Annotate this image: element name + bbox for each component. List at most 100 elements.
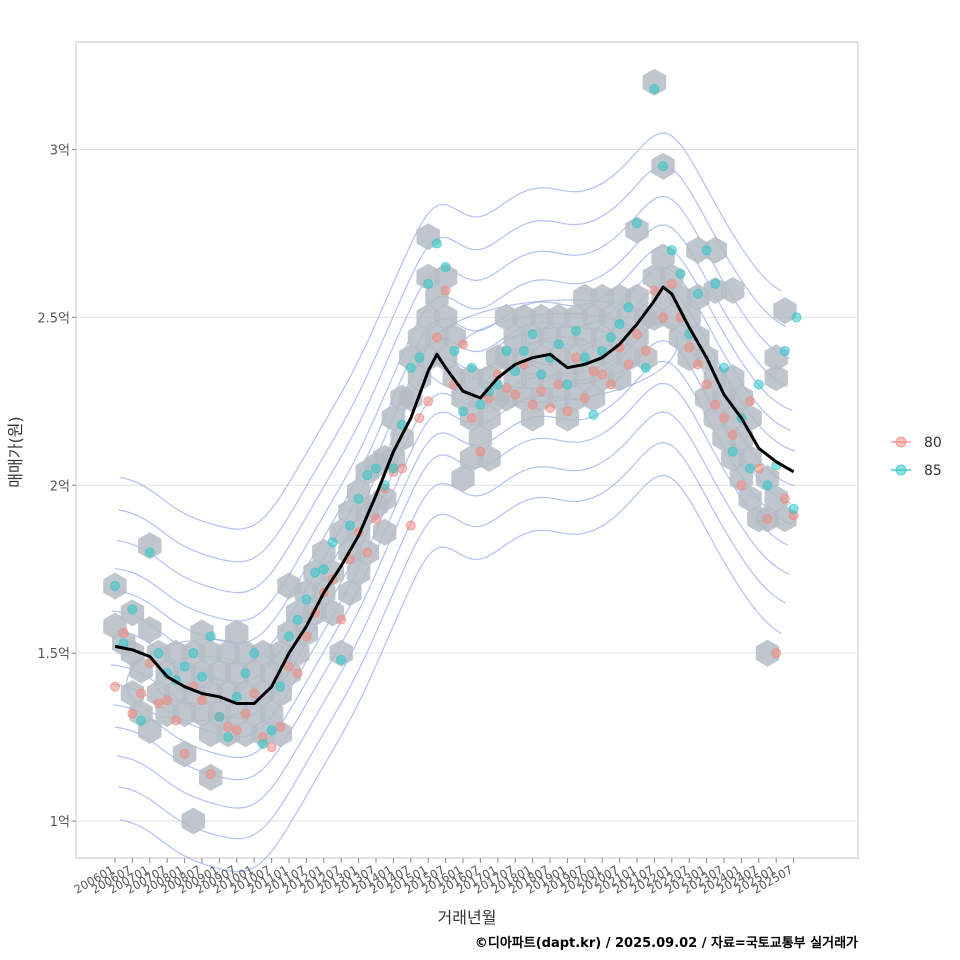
point-80 <box>632 329 642 340</box>
hexbin <box>329 639 353 667</box>
point-85 <box>423 278 434 289</box>
y-axis-ticks: 1억 1.5억 2억 2.5억 3억 <box>37 143 76 830</box>
point-80 <box>231 725 242 736</box>
point-80 <box>275 722 286 733</box>
point-85 <box>745 463 756 474</box>
point-85 <box>614 319 625 330</box>
trend-layer <box>114 285 795 705</box>
point-85 <box>762 480 773 491</box>
point-85 <box>579 352 590 363</box>
hexbin <box>555 404 580 432</box>
point-80 <box>684 342 695 353</box>
x-axis-title: 거래년월 <box>438 908 497 927</box>
point-80 <box>736 480 747 491</box>
hexbin <box>468 424 493 452</box>
point-80 <box>223 722 234 733</box>
point-80 <box>440 285 451 296</box>
contour-line <box>113 360 793 758</box>
point-80 <box>205 769 216 780</box>
point-80 <box>153 698 164 709</box>
point-80 <box>510 389 521 400</box>
hexbin <box>581 384 606 412</box>
legend-item-85[interactable]: 85 <box>891 463 942 479</box>
point-85 <box>188 648 199 659</box>
y-tick-label: 3억 <box>50 143 70 158</box>
point-85 <box>179 661 190 672</box>
hexbin <box>755 639 780 667</box>
trend-line <box>114 285 795 705</box>
point-80 <box>727 429 738 440</box>
scatter-points <box>110 84 802 780</box>
point-80 <box>240 708 251 719</box>
point-80 <box>170 715 181 726</box>
point-80 <box>414 413 425 424</box>
point-85 <box>214 711 225 722</box>
contour-line <box>120 132 782 530</box>
point-85 <box>701 245 712 256</box>
point-80 <box>658 312 669 323</box>
hexbin <box>451 465 475 492</box>
point-80 <box>597 369 608 380</box>
point-80 <box>753 463 764 474</box>
legend-key-80-point <box>895 436 907 448</box>
point-80 <box>292 668 303 679</box>
point-85 <box>753 379 764 390</box>
point-80 <box>719 413 729 424</box>
hexbin <box>338 579 362 607</box>
hexbin <box>625 216 649 244</box>
point-85 <box>779 345 790 356</box>
hexbin <box>738 485 762 513</box>
point-85 <box>719 362 729 373</box>
legend-item-80[interactable]: 80 <box>891 435 942 451</box>
point-85 <box>205 631 216 642</box>
point-80 <box>779 493 790 504</box>
point-85 <box>336 654 347 665</box>
point-85 <box>110 581 120 591</box>
point-85 <box>266 725 277 736</box>
point-80 <box>536 386 547 397</box>
point-85 <box>710 278 721 289</box>
point-85 <box>284 631 294 642</box>
point-80 <box>431 332 442 343</box>
contour-line <box>116 411 790 809</box>
point-80 <box>710 399 721 410</box>
point-85 <box>144 547 155 558</box>
point-85 <box>127 604 138 615</box>
contour-line <box>114 383 789 781</box>
hexbin <box>634 344 658 372</box>
point-85 <box>344 520 355 531</box>
point-80 <box>571 352 582 363</box>
legend-label-85: 85 <box>924 463 942 479</box>
point-80 <box>640 345 651 356</box>
hexbin <box>138 616 162 644</box>
point-85 <box>527 329 538 340</box>
point-85 <box>623 302 634 313</box>
point-80 <box>553 379 564 390</box>
legend-label-80: 80 <box>924 435 942 451</box>
point-80 <box>762 513 773 524</box>
point-80 <box>397 463 408 474</box>
point-80 <box>136 688 147 699</box>
point-85 <box>249 648 260 659</box>
point-80 <box>405 520 416 531</box>
point-85 <box>658 161 669 172</box>
point-85 <box>371 463 381 474</box>
point-85 <box>275 681 286 692</box>
point-85 <box>231 691 242 702</box>
point-85 <box>788 503 799 514</box>
point-80 <box>362 547 373 558</box>
y-tick-label: 1억 <box>50 815 70 830</box>
x-axis-ticks: 2006012006072007012007072008012008072009… <box>71 858 795 897</box>
hexbin <box>225 619 249 647</box>
point-80 <box>579 392 590 403</box>
point-85 <box>518 345 529 356</box>
point-85 <box>649 84 660 95</box>
hexbin <box>268 680 292 707</box>
point-80 <box>501 382 512 393</box>
point-80 <box>197 695 207 706</box>
point-80 <box>527 399 538 410</box>
hexbin <box>477 404 501 432</box>
hexbin <box>373 518 397 546</box>
point-85 <box>475 399 486 410</box>
point-85 <box>153 648 164 659</box>
